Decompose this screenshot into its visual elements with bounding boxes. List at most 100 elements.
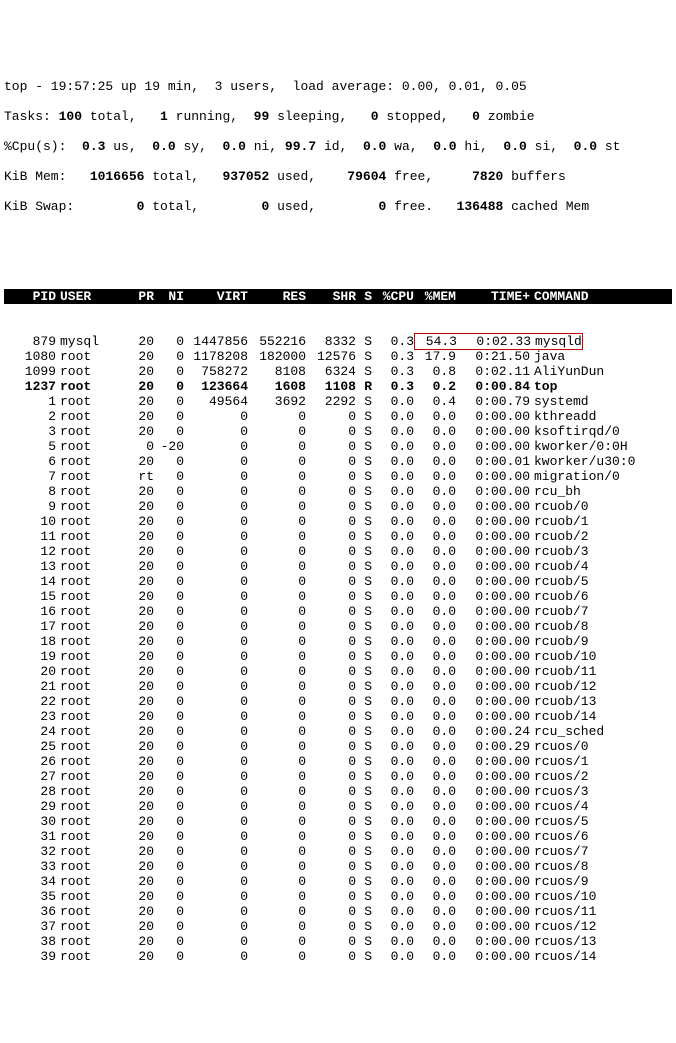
cell-pid: 27 (4, 769, 60, 784)
cell-mem: 0.0 (414, 769, 456, 784)
cell-mem: 0.4 (414, 394, 456, 409)
cell-pr: 20 (124, 424, 154, 439)
cell-cpu: 0.0 (372, 409, 414, 424)
cell-user: root (60, 454, 124, 469)
cell-mem: 0.0 (414, 439, 456, 454)
cell-pr: 20 (124, 844, 154, 859)
swap-line: KiB Swap: 0 total, 0 used, 0 free. 13648… (4, 199, 672, 214)
cell-cmd: rcuos/4 (530, 799, 672, 814)
cell-cpu: 0.0 (372, 514, 414, 529)
cell-shr: 0 (306, 529, 356, 544)
cell-time: 0:00.29 (456, 739, 530, 754)
cell-res: 0 (248, 694, 306, 709)
cell-user: root (60, 394, 124, 409)
cell-virt: 0 (184, 454, 248, 469)
cell-shr: 2292 (306, 394, 356, 409)
cell-ni: 0 (154, 784, 184, 799)
cell-s: S (356, 739, 372, 754)
cell-user: mysql (60, 334, 124, 349)
hdr-shr: SHR (306, 289, 356, 304)
cell-pid: 29 (4, 799, 60, 814)
cell-virt: 0 (184, 559, 248, 574)
cell-cpu: 0.0 (372, 739, 414, 754)
cell-time: 0:00.00 (456, 859, 530, 874)
cell-mem: 0.0 (414, 454, 456, 469)
cell-res: 0 (248, 649, 306, 664)
cell-user: root (60, 739, 124, 754)
cell-shr: 0 (306, 649, 356, 664)
process-row: 34root200000S0.00.00:00.00rcuos/9 (4, 874, 672, 889)
cell-res: 0 (248, 409, 306, 424)
process-row: 21root200000S0.00.00:00.00rcuob/12 (4, 679, 672, 694)
cell-time: 0:00.79 (456, 394, 530, 409)
cell-user: root (60, 379, 124, 394)
cell-pr: rt (124, 469, 154, 484)
cell-shr: 0 (306, 739, 356, 754)
cell-pid: 6 (4, 454, 60, 469)
process-row: 22root200000S0.00.00:00.00rcuob/13 (4, 694, 672, 709)
process-row: 24root200000S0.00.00:00.24rcu_sched (4, 724, 672, 739)
cell-s: S (356, 544, 372, 559)
cell-ni: 0 (154, 634, 184, 649)
cell-res: 0 (248, 949, 306, 964)
cell-user: root (60, 829, 124, 844)
cell-cmd: ksoftirqd/0 (530, 424, 672, 439)
cell-ni: 0 (154, 604, 184, 619)
cell-cmd: rcu_sched (530, 724, 672, 739)
cell-shr: 0 (306, 919, 356, 934)
cell-shr: 0 (306, 619, 356, 634)
process-row: 23root200000S0.00.00:00.00rcuob/14 (4, 709, 672, 724)
cell-res: 0 (248, 634, 306, 649)
cell-ni: 0 (154, 949, 184, 964)
cell-pr: 20 (124, 709, 154, 724)
cell-mem: 17.9 (414, 349, 456, 364)
cell-cmd: rcuob/12 (530, 679, 672, 694)
cell-cmd: rcuob/4 (530, 559, 672, 574)
cell-cmd: rcu_bh (530, 484, 672, 499)
process-row: 879mysql20014478565522168332S0.354.30:02… (4, 334, 672, 349)
cell-pr: 20 (124, 919, 154, 934)
cell-virt: 0 (184, 664, 248, 679)
cell-shr: 0 (306, 694, 356, 709)
process-row: 6root200000S0.00.00:00.01kworker/u30:0 (4, 454, 672, 469)
cell-user: root (60, 934, 124, 949)
cell-time: 0:00.00 (456, 469, 530, 484)
cell-cmd: rcuos/9 (530, 874, 672, 889)
cell-mem: 54.3 (415, 334, 457, 349)
cpu-line: %Cpu(s): 0.3 us, 0.0 sy, 0.0 ni, 99.7 id… (4, 139, 672, 154)
cell-user: root (60, 874, 124, 889)
cell-s: S (356, 529, 372, 544)
cell-user: root (60, 949, 124, 964)
process-row: 1099root20075827281086324S0.30.80:02.11A… (4, 364, 672, 379)
cell-pid: 32 (4, 844, 60, 859)
cell-pid: 34 (4, 874, 60, 889)
cell-mem: 0.0 (414, 919, 456, 934)
process-row: 18root200000S0.00.00:00.00rcuob/9 (4, 634, 672, 649)
cell-pid: 7 (4, 469, 60, 484)
cell-pid: 16 (4, 604, 60, 619)
cell-virt: 0 (184, 484, 248, 499)
cell-pr: 20 (124, 544, 154, 559)
cell-pr: 20 (124, 574, 154, 589)
cell-cmd: systemd (530, 394, 672, 409)
process-row: 30root200000S0.00.00:00.00rcuos/5 (4, 814, 672, 829)
cell-shr: 8332 (306, 334, 356, 349)
cell-cmd: rcuob/0 (530, 499, 672, 514)
cell-time: 0:00.00 (456, 754, 530, 769)
cell-s: S (356, 349, 372, 364)
cell-virt: 0 (184, 814, 248, 829)
cell-s: S (356, 919, 372, 934)
cell-pid: 31 (4, 829, 60, 844)
cell-virt: 49564 (184, 394, 248, 409)
cell-virt: 0 (184, 874, 248, 889)
cell-ni: 0 (154, 619, 184, 634)
cell-mem: 0.0 (414, 469, 456, 484)
cell-ni: 0 (154, 424, 184, 439)
cell-cpu: 0.0 (372, 814, 414, 829)
cell-pr: 20 (124, 484, 154, 499)
cell-time: 0:00.00 (456, 934, 530, 949)
cell-res: 0 (248, 874, 306, 889)
cell-pr: 20 (124, 514, 154, 529)
cell-pr: 20 (124, 334, 154, 349)
cell-time: 0:00.00 (456, 559, 530, 574)
